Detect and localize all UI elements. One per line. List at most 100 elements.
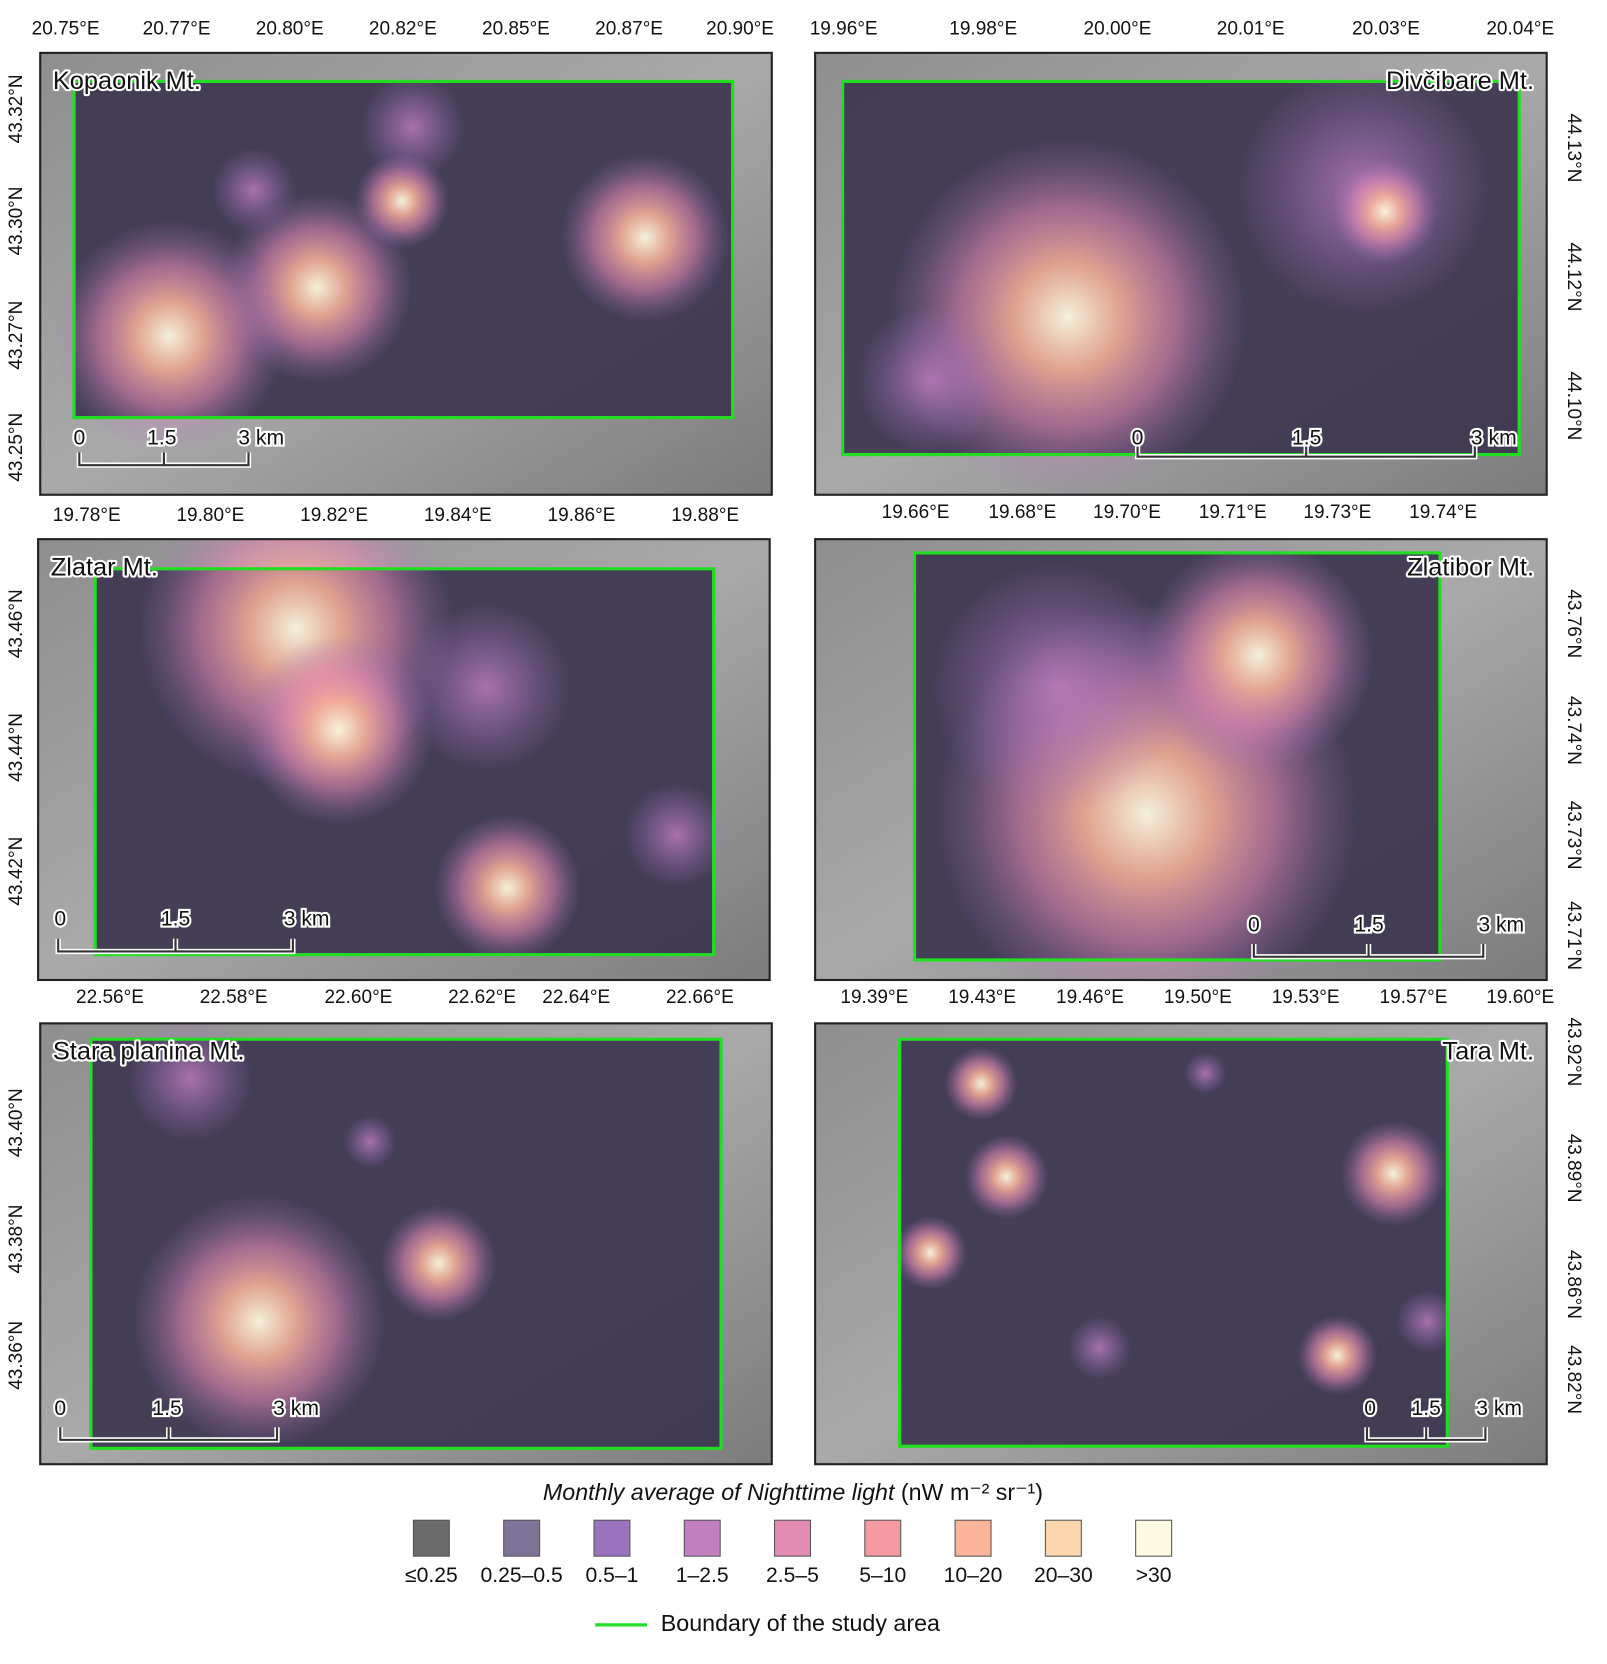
scale-bar <box>1252 944 1485 958</box>
panel-name: Kopaonik Mt. <box>53 67 201 95</box>
boundary <box>89 1037 723 1450</box>
lon-label: 19.73°E <box>1303 502 1371 523</box>
scale-bar <box>1136 444 1476 458</box>
scale-label: 3 km <box>1478 914 1524 937</box>
scale-label: 1.5 <box>161 907 190 930</box>
scale-bar <box>57 938 294 953</box>
lat-label: 43.27°N <box>6 301 27 370</box>
legend-label: 5–10 <box>859 1564 906 1587</box>
legend-title: Monthly average of Nighttime light (nW m… <box>543 1479 1043 1505</box>
lat-label: 43.36°N <box>6 1321 27 1390</box>
map-panel: 19.96°E 19.98°E 20.00°E 20.01°E 20.03°E 20.04… <box>810 19 1584 496</box>
panel-name: Stara planina Mt. <box>53 1038 245 1066</box>
scale-label: 1.5 <box>1292 426 1321 449</box>
lat-label: 43.42°N <box>6 837 27 906</box>
scale-label: 3 km <box>273 1397 319 1420</box>
lon-label: 19.84°E <box>424 505 492 526</box>
light-blobs <box>52 74 730 453</box>
lat-label: 43.89°N <box>1563 1134 1584 1203</box>
lon-label: 22.66°E <box>666 987 734 1008</box>
panel-name: Zlatar Mt. <box>51 553 158 581</box>
scale-bar <box>59 1427 279 1441</box>
lat-label: 44.13°N <box>1563 114 1584 183</box>
lon-label: 22.56°E <box>76 987 144 1008</box>
lat-label: 43.46°N <box>6 589 27 658</box>
light-blob <box>359 74 466 180</box>
light-blob <box>243 634 434 825</box>
lat-label: 44.10°N <box>1563 371 1584 440</box>
lon-label: 20.75°E <box>32 19 100 40</box>
lat-label: 43.71°N <box>1563 901 1584 970</box>
scale-label: 0 <box>54 907 66 930</box>
light-blob <box>1184 1051 1227 1095</box>
legend-label: >30 <box>1136 1564 1172 1587</box>
lon-label: 20.00°E <box>1084 19 1152 40</box>
lon-label: 19.43°E <box>948 987 1016 1008</box>
frame <box>814 51 1548 496</box>
light-blob <box>1395 1289 1459 1354</box>
light-blob <box>1297 1315 1378 1396</box>
light-blob <box>623 782 730 889</box>
lon-label: 20.87°E <box>595 19 663 40</box>
frame <box>814 1022 1548 1466</box>
lat-label: 43.40°N <box>6 1088 27 1157</box>
legend-label: 1–2.5 <box>676 1564 729 1587</box>
light-blob <box>964 1134 1049 1219</box>
legend-label: 2.5–5 <box>766 1564 819 1587</box>
legend-swatch <box>412 1519 450 1557</box>
legend-label: 10–20 <box>944 1564 1003 1587</box>
lon-label: 19.68°E <box>988 502 1056 523</box>
lat-label: 43.82°N <box>1563 1345 1584 1414</box>
light-blob <box>433 814 582 963</box>
legend-label: 0.25–0.5 <box>481 1564 563 1587</box>
lat-label: 43.86°N <box>1563 1250 1584 1319</box>
lon-label: 20.04°E <box>1486 19 1554 40</box>
light-blobs <box>930 539 1375 981</box>
legend-label: ≤0.25 <box>405 1564 458 1587</box>
lon-label: 19.60°E <box>1486 987 1554 1008</box>
lon-label: 19.80°E <box>176 505 244 526</box>
lon-label: 19.50°E <box>1164 987 1232 1008</box>
legend-title-unit: (nW m⁻² sr⁻¹) <box>901 1479 1043 1505</box>
light-blob <box>856 306 1005 455</box>
lon-label: 19.66°E <box>882 502 950 523</box>
boundary <box>898 1037 1449 1448</box>
scale-bar <box>1365 1427 1487 1441</box>
light-blobs <box>893 1046 1459 1396</box>
scale-label: 0 <box>1132 426 1144 449</box>
lon-label: 20.01°E <box>1217 19 1285 40</box>
scale-label: 3 km <box>284 907 330 930</box>
lon-label: 19.88°E <box>671 505 739 526</box>
scale-label: 1.5 <box>147 426 176 449</box>
light-blob <box>126 1023 254 1142</box>
lon-label: 19.82°E <box>300 505 368 526</box>
legend-swatch <box>864 1519 902 1557</box>
lon-label: 20.77°E <box>143 19 211 40</box>
lon-label: 22.64°E <box>542 987 610 1008</box>
lon-label: 19.96°E <box>810 19 878 40</box>
scale-label: 3 km <box>1476 1397 1522 1420</box>
legend-swatch <box>503 1519 541 1557</box>
lat-label: 43.44°N <box>6 713 27 782</box>
light-blob <box>343 1115 397 1169</box>
lon-label: 20.85°E <box>482 19 550 40</box>
scale-label: 0 <box>1364 1397 1376 1420</box>
frame <box>39 1022 773 1466</box>
lon-label: 19.78°E <box>53 505 121 526</box>
light-blob <box>52 219 286 453</box>
frame <box>37 538 771 982</box>
lat-label: 43.92°N <box>1563 1017 1584 1086</box>
light-blob <box>401 602 571 772</box>
scale-bar <box>78 452 250 467</box>
lon-label: 20.90°E <box>706 19 774 40</box>
light-blob <box>132 1194 386 1449</box>
scale-label: 1.5 <box>152 1397 181 1420</box>
scale-label: 0 <box>73 426 85 449</box>
light-blob <box>1067 1316 1132 1380</box>
scale-label: 1.5 <box>1354 914 1383 937</box>
light-blobs <box>856 63 1491 495</box>
frame <box>814 538 1548 982</box>
light-blob <box>560 153 730 323</box>
light-blob <box>1340 1120 1447 1227</box>
